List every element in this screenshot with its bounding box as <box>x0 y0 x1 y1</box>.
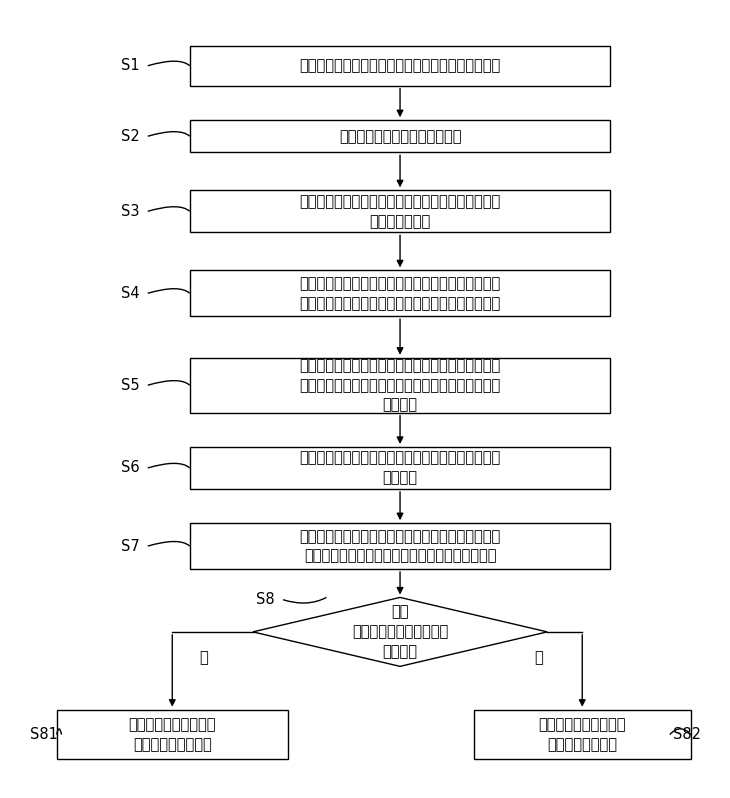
Text: S5: S5 <box>121 377 139 393</box>
Bar <box>190 271 610 316</box>
Text: S82: S82 <box>673 727 702 742</box>
Text: 根据建筑物高度和烟气抬升高度最大值，计算建筑物
有效高度: 根据建筑物高度和烟气抬升高度最大值，计算建筑物 有效高度 <box>299 451 501 485</box>
Bar <box>190 190 610 232</box>
Bar <box>57 709 288 760</box>
Bar <box>190 447 610 489</box>
Bar <box>190 45 610 85</box>
Text: S6: S6 <box>121 460 139 476</box>
Text: S4: S4 <box>121 286 139 301</box>
Bar <box>190 120 610 152</box>
Text: 等效
圆柱体是否超过机场障碍
物限制面: 等效 圆柱体是否超过机场障碍 物限制面 <box>352 605 448 659</box>
Text: 得到达到机场净空符合
性评估条件的结果: 得到达到机场净空符合 性评估条件的结果 <box>539 717 626 752</box>
Text: S7: S7 <box>121 539 139 554</box>
Text: S2: S2 <box>121 128 139 144</box>
Text: 基于模拟环境风速和模拟环境温度，利用仿真工具进
行模拟仿真，得到烟气在水平方向及垂直方向的扩散
范围数据: 基于模拟环境风速和模拟环境温度，利用仿真工具进 行模拟仿真，得到烟气在水平方向及… <box>299 358 501 413</box>
Text: 根据烟气抬升高度范围，将烟气抬升高度最大值的环
境风速和环境温度作为模拟环境风速和模拟环境温度: 根据烟气抬升高度范围，将烟气抬升高度最大值的环 境风速和环境温度作为模拟环境风速… <box>299 276 501 310</box>
Text: 获取机场障碍物限制面信息、建筑物高度和烟气数据: 获取机场障碍物限制面信息、建筑物高度和烟气数据 <box>299 58 501 73</box>
Text: 是: 是 <box>199 650 208 665</box>
Text: 获取环境风速和环境温度的范围: 获取环境风速和环境温度的范围 <box>339 128 461 144</box>
Text: 根据建筑物有效高度、烟气在水平方向及垂直方向的
扩散范围数据，得到建筑物影响范围的等效圆柱体: 根据建筑物有效高度、烟气在水平方向及垂直方向的 扩散范围数据，得到建筑物影响范围… <box>299 529 501 563</box>
Text: S1: S1 <box>121 58 139 73</box>
Text: 否: 否 <box>534 650 543 665</box>
Text: S81: S81 <box>30 727 58 742</box>
Bar <box>474 709 691 760</box>
Text: 得到未达到机场净空符
合性评估条件的结果: 得到未达到机场净空符 合性评估条件的结果 <box>128 717 216 752</box>
Bar <box>190 523 610 569</box>
Bar <box>190 358 610 413</box>
Polygon shape <box>253 598 548 666</box>
Text: S8: S8 <box>256 592 274 607</box>
Text: S3: S3 <box>121 203 139 219</box>
Text: 根据环境风速、环境温度的范围及烟气数据，计算烟
气抬升高度范围: 根据环境风速、环境温度的范围及烟气数据，计算烟 气抬升高度范围 <box>299 194 501 229</box>
